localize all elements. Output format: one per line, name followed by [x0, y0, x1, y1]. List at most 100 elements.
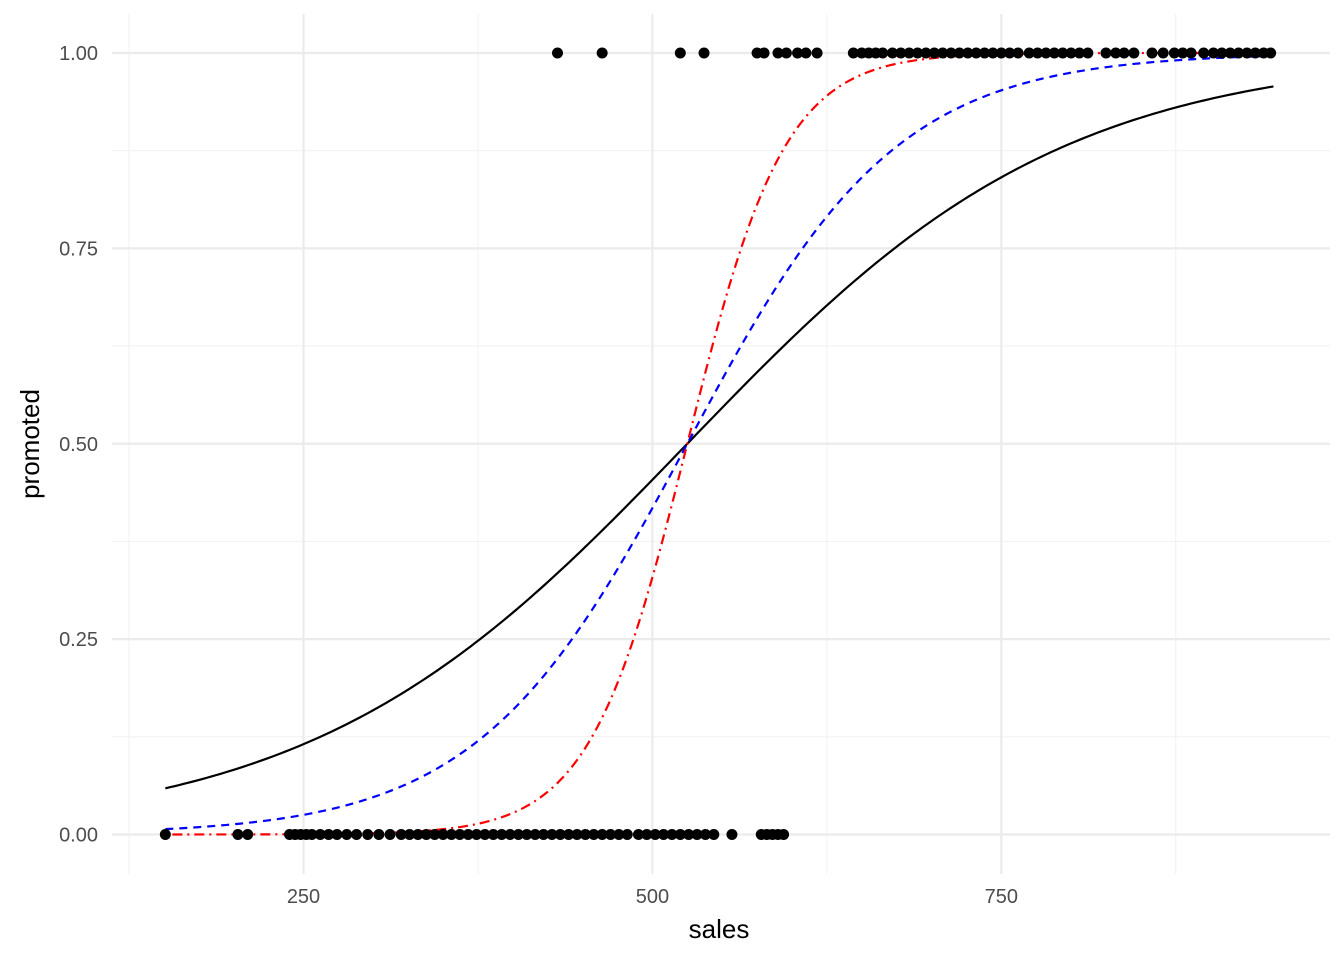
- data-point: [1265, 47, 1277, 59]
- y-tick-label: 0.25: [59, 629, 98, 651]
- data-point: [384, 829, 396, 840]
- fitted-curve-2: [165, 54, 1274, 831]
- data-point: [1157, 47, 1169, 59]
- data-point: [987, 47, 999, 59]
- data-point: [674, 829, 686, 840]
- data-point: [1040, 47, 1052, 59]
- data-point: [847, 47, 859, 59]
- y-axis-tick-labels: 0.00 0.25 0.50 0.75 1.00: [59, 43, 98, 847]
- data-point: [404, 829, 416, 840]
- data-point: [1110, 47, 1122, 59]
- data-point: [588, 829, 600, 840]
- data-point: [1168, 47, 1180, 59]
- data-point: [1118, 47, 1130, 59]
- data-point: [1177, 47, 1189, 59]
- data-points: [159, 47, 1277, 840]
- data-point: [1233, 47, 1245, 59]
- data-point: [571, 829, 583, 840]
- data-point: [800, 47, 812, 59]
- data-point: [1198, 47, 1210, 59]
- data-point: [341, 829, 353, 840]
- data-point: [232, 829, 244, 840]
- data-point: [937, 47, 949, 59]
- y-axis-title: promoted: [15, 389, 45, 499]
- x-axis-tick-labels: 250 500 750: [287, 886, 1018, 908]
- data-point: [758, 47, 770, 59]
- data-point: [412, 829, 424, 840]
- data-point: [877, 47, 889, 59]
- data-point: [1224, 47, 1236, 59]
- fitted-curve-1: [165, 85, 1274, 790]
- data-point: [454, 829, 466, 840]
- data-point: [479, 829, 491, 840]
- data-point: [242, 829, 254, 840]
- data-point: [471, 829, 483, 840]
- data-point: [323, 829, 335, 840]
- data-point: [699, 829, 711, 840]
- data-point: [504, 829, 516, 840]
- data-point: [1128, 47, 1140, 59]
- data-point: [605, 829, 617, 840]
- data-point: [691, 829, 703, 840]
- data-point: [1100, 47, 1112, 59]
- y-tick-label: 0.50: [59, 434, 98, 456]
- data-point: [895, 47, 907, 59]
- data-point: [632, 829, 644, 840]
- data-point: [945, 47, 957, 59]
- x-tick-label: 500: [636, 886, 669, 908]
- data-point: [928, 47, 940, 59]
- y-tick-label: 1.00: [59, 43, 98, 65]
- data-point: [306, 829, 318, 840]
- data-point: [698, 47, 710, 59]
- data-point: [979, 47, 991, 59]
- data-point: [351, 829, 363, 840]
- data-point: [1004, 47, 1016, 59]
- data-point: [1207, 47, 1219, 59]
- data-point: [658, 829, 670, 840]
- data-point: [429, 829, 441, 840]
- data-point: [1185, 47, 1197, 59]
- data-point: [811, 47, 823, 59]
- data-point: [445, 829, 457, 840]
- data-point: [953, 47, 965, 59]
- data-point: [512, 829, 524, 840]
- data-point: [1249, 47, 1261, 59]
- data-point: [912, 47, 924, 59]
- data-point: [886, 47, 898, 59]
- data-point: [579, 829, 591, 840]
- x-axis-title: sales: [689, 914, 750, 944]
- data-point: [159, 829, 171, 840]
- data-point: [496, 829, 508, 840]
- data-point: [1241, 47, 1253, 59]
- x-tick-label: 250: [287, 886, 320, 908]
- data-point: [641, 829, 653, 840]
- data-point: [726, 829, 738, 840]
- data-point: [1065, 47, 1077, 59]
- data-point: [772, 47, 784, 59]
- data-point: [1023, 47, 1035, 59]
- data-point: [1057, 47, 1069, 59]
- data-point: [666, 829, 678, 840]
- data-point: [1073, 47, 1085, 59]
- data-point: [546, 829, 558, 840]
- data-point: [420, 829, 432, 840]
- data-point: [649, 829, 661, 840]
- data-point: [780, 47, 792, 59]
- grid-lines: [112, 14, 1330, 874]
- data-point: [487, 829, 499, 840]
- data-point: [521, 829, 533, 840]
- data-point: [373, 829, 385, 840]
- data-point: [551, 47, 563, 59]
- data-point: [462, 829, 474, 840]
- data-point: [1082, 47, 1094, 59]
- y-tick-label: 0.00: [59, 825, 98, 847]
- data-point: [1146, 47, 1158, 59]
- data-point: [563, 829, 575, 840]
- data-point: [970, 47, 982, 59]
- data-point: [596, 47, 608, 59]
- data-point: [903, 47, 915, 59]
- data-point: [1216, 47, 1228, 59]
- data-point: [1012, 47, 1024, 59]
- data-point: [596, 829, 608, 840]
